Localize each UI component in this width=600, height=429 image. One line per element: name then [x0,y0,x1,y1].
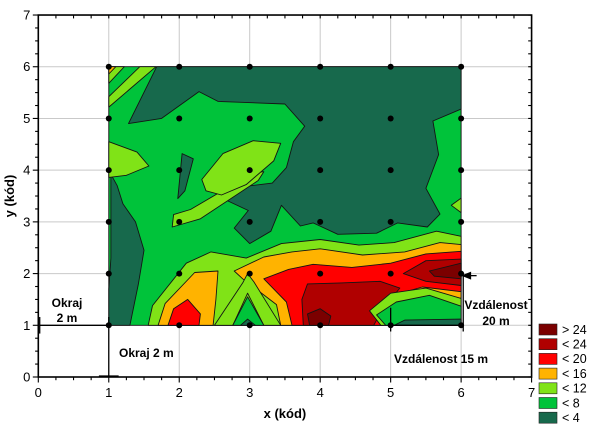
data-point [105,63,112,70]
data-point [246,63,253,70]
y-tick-label: 4 [23,163,30,178]
legend-swatch [538,411,558,424]
legend-label: < 4 [562,411,580,425]
contour-region-lt4-sliver-right [393,318,462,326]
contour-region-gt24-bottom [307,308,332,326]
legend-label: < 20 [562,352,587,366]
data-point [458,218,465,225]
distance-arrow-icon [461,271,472,280]
data-point [317,322,324,329]
x-tick-label: 1 [105,385,112,400]
x-tick-label: 3 [246,385,253,400]
x-tick-label: 6 [458,385,465,400]
x-tick-label: 2 [176,385,183,400]
data-point [105,167,112,174]
legend-swatch [538,323,558,336]
legend-swatch [538,338,558,351]
data-point [105,115,112,122]
data-point [458,167,465,174]
y-tick-label: 5 [23,111,30,126]
y-tick-label: 6 [23,59,30,74]
data-point [387,270,394,277]
legend-label: < 8 [562,396,580,410]
contour-region-lt12-stripe-a [108,66,125,84]
data-point [105,218,112,225]
data-point [246,167,253,174]
data-point [387,167,394,174]
contour-region-lt12-right-sliver [450,197,462,214]
data-point [317,218,324,225]
contour-region-lt12-chevron [214,273,282,326]
legend-label: > 24 [562,323,587,337]
data-point [458,115,465,122]
y-axis-title: y (kód) [2,175,17,218]
data-point [176,167,183,174]
x-tick-label: 0 [35,385,42,400]
y-tick-label: 2 [23,266,30,281]
y-tick-label: 0 [23,370,30,385]
legend-swatch [538,382,558,395]
data-point [105,270,112,277]
x-tick-label: 4 [317,385,324,400]
legend-swatch [538,353,558,365]
data-point [176,322,183,329]
data-point [458,63,465,70]
data-point [176,115,183,122]
contour-region-lt12-mid-patch [201,140,282,196]
annotation-label: Okraj [52,296,83,310]
annotation-label: Vzdálenost [464,298,527,312]
data-point [317,167,324,174]
data-point [246,218,253,225]
annotation-label: Okraj 2 m [119,346,174,360]
annotation-label: Vzdálenost 15 m [394,352,488,366]
data-point [387,63,394,70]
contour-region-lt20-left-blob [167,298,201,326]
data-point [387,115,394,122]
annotation-label: 20 m [482,314,509,328]
legend-label: < 24 [562,338,587,352]
x-tick-label: 7 [528,385,535,400]
legend-label: < 12 [562,382,587,396]
legend-swatch [538,367,558,380]
contour-region-gt24-right [428,262,462,280]
y-tick-label: 1 [23,318,30,333]
y-tick-label: 3 [23,214,30,229]
legend-swatch [538,397,558,409]
x-tick-label: 5 [387,385,394,400]
annotation-label: 2 m [57,311,78,325]
contour-region-lt4-left-band [108,173,145,326]
data-point [176,63,183,70]
data-point [176,270,183,277]
data-point [176,218,183,225]
data-point [246,115,253,122]
data-point [387,218,394,225]
data-point [317,63,324,70]
contour-region-lt12-stripe-b [108,66,157,108]
contour-region-lt4-main [128,66,462,245]
y-tick-label: 7 [23,8,30,23]
legend-label: < 16 [562,367,587,381]
data-point [246,322,253,329]
data-point [317,115,324,122]
x-axis-title: x (kód) [264,406,307,421]
data-point [317,270,324,277]
data-point [246,270,253,277]
